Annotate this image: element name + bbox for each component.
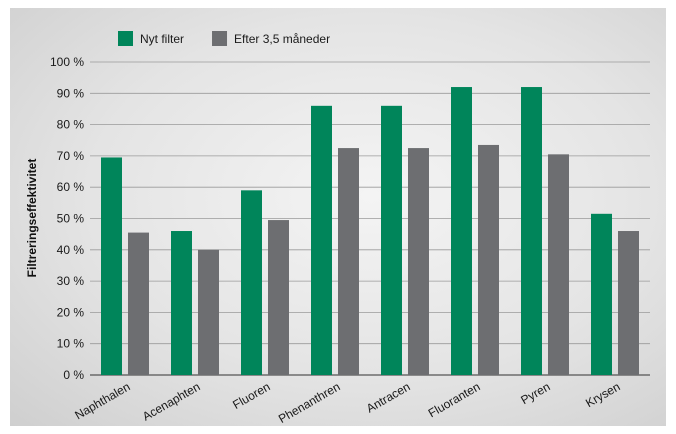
x-category-label: Pyren xyxy=(518,379,552,407)
x-category-label: Acenaphten xyxy=(140,379,202,423)
x-category-label: Krysen xyxy=(583,379,622,410)
y-tick-label: 90 % xyxy=(57,86,85,100)
bar-efter-3-5-maaneder xyxy=(478,144,499,375)
bar-nyt-filter xyxy=(171,231,192,375)
y-tick-labels: 0 % 10 % 20 % 30 % 40 % 50 % 60 % 70 % 80 % 90 % 1… xyxy=(50,55,84,382)
category-labels: Naphthalen Acenaphten Fluoren Phenanthren An… xyxy=(72,379,622,425)
bar-efter-3-5-maaneder xyxy=(198,249,219,375)
legend-label: Nyt filter xyxy=(140,32,184,46)
y-tick-label: 40 % xyxy=(57,243,85,257)
y-tick-label: 70 % xyxy=(57,149,85,163)
y-tick-label: 50 % xyxy=(57,212,85,226)
bar-nyt-filter xyxy=(451,87,472,375)
y-tick-label: 80 % xyxy=(57,118,85,132)
legend: Nyt filter Efter 3,5 måneder xyxy=(118,31,330,46)
bar-nyt-filter xyxy=(591,213,612,375)
bar-efter-3-5-maaneder xyxy=(128,232,149,375)
bar-efter-3-5-maaneder xyxy=(548,154,569,375)
y-tick-label: 10 % xyxy=(57,337,85,351)
y-tick-label: 20 % xyxy=(57,305,85,319)
bar-nyt-filter xyxy=(241,190,262,375)
bar-efter-3-5-maaneder xyxy=(338,148,359,375)
bar-nyt-filter xyxy=(521,87,542,375)
x-category-label: Naphthalen xyxy=(72,379,132,422)
legend-swatch xyxy=(118,31,133,46)
x-category-label: Antracen xyxy=(364,379,413,415)
x-category-label: Phenanthren xyxy=(276,379,343,425)
x-category-label: Fluoren xyxy=(230,379,272,411)
bar-efter-3-5-maaneder xyxy=(618,231,639,375)
bar-efter-3-5-maaneder xyxy=(408,148,429,375)
x-category-label: Fluoranten xyxy=(426,379,483,420)
legend-label: Efter 3,5 måneder xyxy=(234,32,330,46)
bars xyxy=(101,87,639,375)
y-tick-label: 0 % xyxy=(63,368,84,382)
bar-nyt-filter xyxy=(101,157,122,375)
y-tick-label: 100 % xyxy=(50,55,84,69)
y-axis-title: Filtreringseffektivitet xyxy=(25,159,39,278)
bar-nyt-filter xyxy=(311,105,332,375)
bar-efter-3-5-maaneder xyxy=(268,220,289,375)
legend-swatch xyxy=(212,31,228,46)
y-tick-label: 60 % xyxy=(57,180,85,194)
bar-nyt-filter xyxy=(381,105,402,375)
y-tick-label: 30 % xyxy=(57,274,85,288)
